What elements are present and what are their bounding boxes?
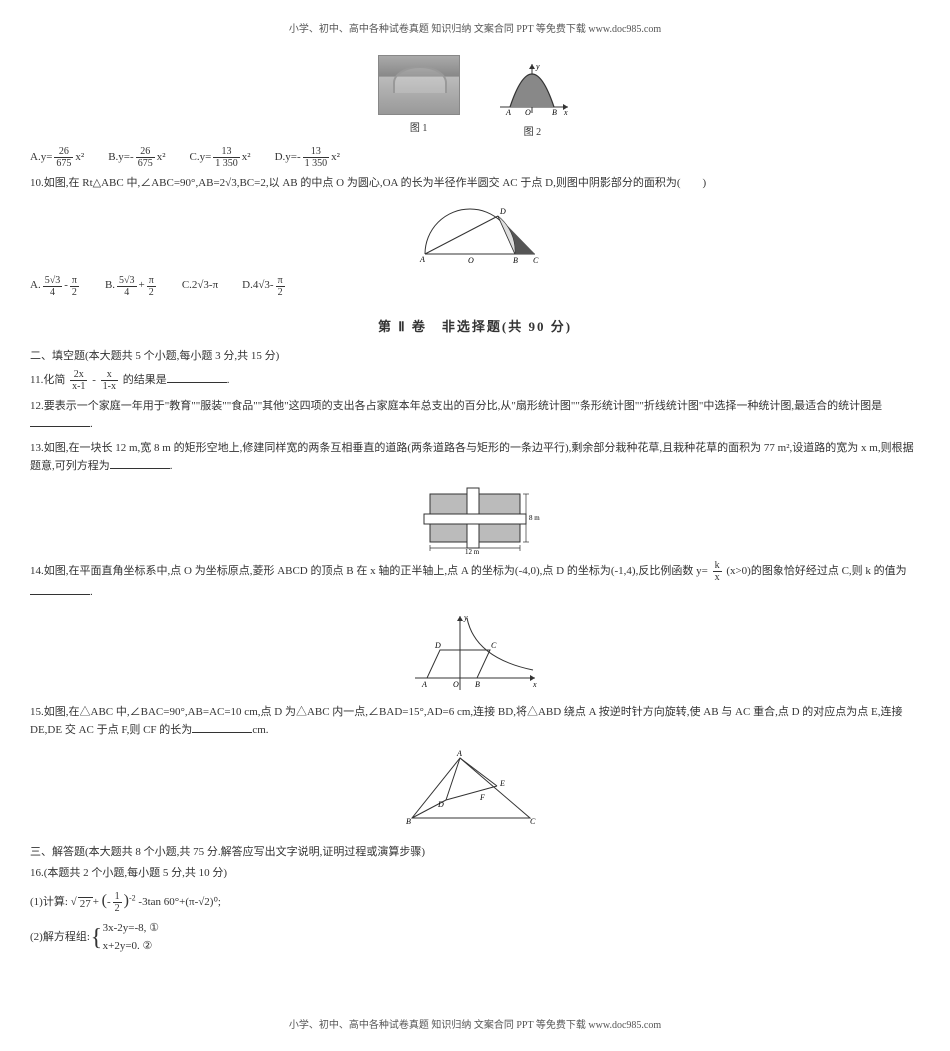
q12: 12.要表示一个家庭一年用于"教育""服装""食品""其他"这四项的支出各占家庭… [30,398,920,434]
svg-text:F: F [479,793,485,802]
q10-diagram: A O B C D [405,199,545,269]
q14: 14.如图,在平面直角坐标系中,点 O 为坐标原点,菱形 ABCD 的顶点 B … [30,560,920,602]
q13-diagram: 12 m 8 m [405,482,545,554]
svg-text:x: x [563,108,568,117]
q10-opt-d: D.4√3- [242,277,273,295]
q15: 15.如图,在△ABC 中,∠BAC=90°,AB=AC=10 cm,点 D 为… [30,704,920,740]
svg-text:O: O [468,256,474,265]
section-2-title: 第 Ⅱ 卷 非选择题(共 90 分) [30,316,920,335]
svg-text:B: B [406,817,411,826]
parabola-diagram: x y O A B [492,59,572,119]
svg-text:C: C [533,256,539,265]
q10-opt-a: A. [30,277,41,295]
page-footer: 小学、初中、高中各种试卷真题 知识归纳 文案合同 PPT 等免费下载 www.d… [30,1016,920,1031]
q14-diagram: x y O A B C D [405,608,545,698]
q10-opt-c: C.2√3-π [182,277,218,295]
q10-options: A.5√34-π2 B.5√34+π2 C.2√3-π D.4√3-π2 [30,275,920,298]
svg-text:E: E [499,779,505,788]
fig2-caption: 图 2 [492,123,572,138]
svg-text:B: B [552,108,557,117]
q13: 13.如图,在一块长 12 m,宽 8 m 的矩形空地上,修建同样宽的两条互相垂… [30,440,920,476]
q16-2: (2)解方程组: 3x-2y=-8, ① x+2y=0. ② [30,920,920,955]
solve-title: 三、解答题(本大题共 8 个小题,共 75 分.解答应写出文字说明,证明过程或演… [30,843,920,859]
fig1-caption: 图 1 [378,119,460,134]
q15-diagram: A B C D E F [400,746,550,831]
q10-text: 10.如图,在 Rt△ABC 中,∠ABC=90°,AB=2√3,BC=2,以 … [30,175,920,193]
page-header: 小学、初中、高中各种试卷真题 知识归纳 文案合同 PPT 等免费下载 www.d… [30,20,920,35]
q9-options: A.y=26675x² B.y=-26675x² C.y=131 350x² D… [30,146,920,169]
q11: 11.化简 2xx-1 - x1-x 的结果是. [30,369,920,392]
svg-text:C: C [530,817,536,826]
q9-figures: 图 1 x y O A B 图 2 [30,55,920,138]
svg-text:A: A [456,749,462,758]
svg-text:8 m: 8 m [529,514,540,522]
svg-text:O: O [453,680,459,689]
q16-1: (1)计算: √27+ (-12)-2 -3tan 60°+(π-√2)⁰; [30,888,920,914]
q10-opt-b: B. [105,277,115,295]
bridge-photo [378,55,460,115]
fill-blank-title: 二、填空题(本大题共 5 个小题,每小题 3 分,共 15 分) [30,347,920,363]
svg-text:x: x [532,680,537,689]
svg-text:D: D [434,641,441,650]
svg-text:O: O [525,108,531,117]
svg-text:B: B [475,680,480,689]
svg-text:B: B [513,256,518,265]
svg-text:A: A [419,255,425,264]
svg-text:A: A [505,108,511,117]
svg-text:y: y [535,62,540,71]
svg-text:A: A [421,680,427,689]
svg-text:D: D [437,800,444,809]
svg-text:D: D [499,207,506,216]
svg-text:12 m: 12 m [465,548,480,554]
q16-head: 16.(本题共 2 个小题,每小题 5 分,共 10 分) [30,865,920,883]
svg-text:C: C [491,641,497,650]
